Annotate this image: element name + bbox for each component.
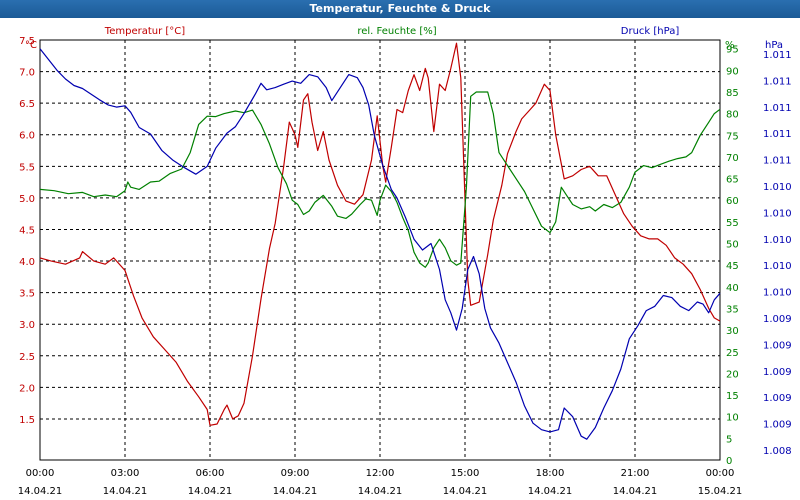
humidity-tick-label: 30 [726,326,739,337]
x-tick-date: 14.04.21 [613,486,658,497]
humidity-tick-label: 70 [726,153,739,164]
pressure-tick-label: 1.011 [763,50,792,61]
x-tick-date: 14.04.21 [103,486,148,497]
pressure-tick-label: 1.010 [763,235,792,246]
humidity-tick-label: 80 [726,110,739,121]
chart-title: Temperatur, Feuchte & Druck [0,0,800,18]
pressure-tick-label: 1.009 [763,367,792,378]
temperature-tick-label: 5.0 [19,194,35,205]
legend-humidity: rel. Feuchte [%] [357,26,436,37]
humidity-tick-label: 45 [726,261,739,272]
x-tick-time: 09:00 [281,468,310,479]
unit-pressure: hPa [765,40,783,51]
legend-temperature: Temperatur [°C] [104,26,185,37]
unit-temperature: °C [25,40,37,51]
chart-area: 00:00 14.04.21 03:00 14.04.21 06:00 14.04.21 0… [18,26,792,497]
humidity-tick-label: 60 [726,196,739,207]
temperature-tick-label: 2.5 [19,352,35,363]
x-tick-date: 14.04.21 [358,486,403,497]
x-tick-date: 14.04.21 [443,486,488,497]
legend: Temperatur [°C] rel. Feuchte [%] Druck [… [104,26,680,37]
unit-humidity: % [725,40,735,51]
humidity-tick-label: 0 [726,456,732,467]
pressure-tick-label: 1.011 [763,156,792,167]
x-tick-date: 14.04.21 [188,486,233,497]
x-tick-time: 00:00 [706,468,735,479]
plot-frame [39,39,721,461]
humidity-tick-label: 90 [726,66,739,77]
pressure-tick-label: 1.009 [763,393,792,404]
legend-pressure: Druck [hPa] [621,26,680,37]
x-tick-date: 14.04.21 [18,486,63,497]
temperature-tick-label: 1.5 [19,415,35,426]
temperature-tick-label: 7.0 [19,68,35,79]
x-tick-time: 00:00 [26,468,55,479]
temperature-tick-label: 7.5 [19,36,35,47]
humidity-tick-label: 95 [726,45,739,56]
pressure-tick-label: 1.009 [763,420,792,431]
humidity-tick-label: 25 [726,348,739,359]
humidity-tick-label: 55 [726,218,739,229]
humidity-tick-label: 50 [726,240,739,251]
pressure-tick-label: 1.010 [763,208,792,219]
humidity-tick-label: 65 [726,175,739,186]
pressure-tick-label: 1.009 [763,340,792,351]
temperature-tick-label: 5.5 [19,162,35,173]
pressure-tick-label: 1.008 [763,446,792,457]
x-tick-time: 15:00 [451,468,480,479]
pressure-tick-label: 1.010 [763,288,792,299]
temperature-tick-label: 4.5 [19,225,35,236]
x-tick-date: 14.04.21 [528,486,573,497]
series-line-pressure [39,48,721,440]
pressure-tick-label: 1.011 [763,103,792,114]
humidity-tick-label: 15 [726,391,739,402]
humidity-tick-label: 5 [726,434,732,445]
x-tick-time: 18:00 [536,468,565,479]
humidity-tick-label: 35 [726,304,739,315]
temperature-tick-label: 3.5 [19,289,35,300]
pressure-tick-label: 1.010 [763,182,792,193]
pressure-tick-label: 1.011 [763,129,792,140]
temperature-tick-label: 2.0 [19,383,35,394]
x-tick-time: 12:00 [366,468,395,479]
humidity-tick-label: 20 [726,369,739,380]
temperature-tick-label: 4.0 [19,257,35,268]
humidity-tick-label: 85 [726,88,739,99]
temperature-tick-label: 3.0 [19,320,35,331]
humidity-tick-label: 10 [726,413,739,424]
x-tick-time: 06:00 [196,468,225,479]
humidity-tick-label: 75 [726,131,739,142]
pressure-tick-label: 1.010 [763,261,792,272]
series-line-temperature [39,42,721,426]
grid [40,39,720,460]
x-tick-time: 03:00 [111,468,140,479]
series-layer [39,42,721,440]
series-line-humidity [39,91,721,268]
axis-layer: 00:00 14.04.21 03:00 14.04.21 06:00 14.04.21 0… [18,36,792,497]
temperature-tick-label: 6.0 [19,131,35,142]
temperature-tick-label: 6.5 [19,99,35,110]
pressure-tick-label: 1.011 [763,76,792,87]
x-tick-date: 14.04.21 [273,486,318,497]
x-tick-date: 15.04.21 [698,486,743,497]
pressure-tick-label: 1.009 [763,314,792,325]
x-tick-time: 21:00 [621,468,650,479]
humidity-tick-label: 40 [726,283,739,294]
